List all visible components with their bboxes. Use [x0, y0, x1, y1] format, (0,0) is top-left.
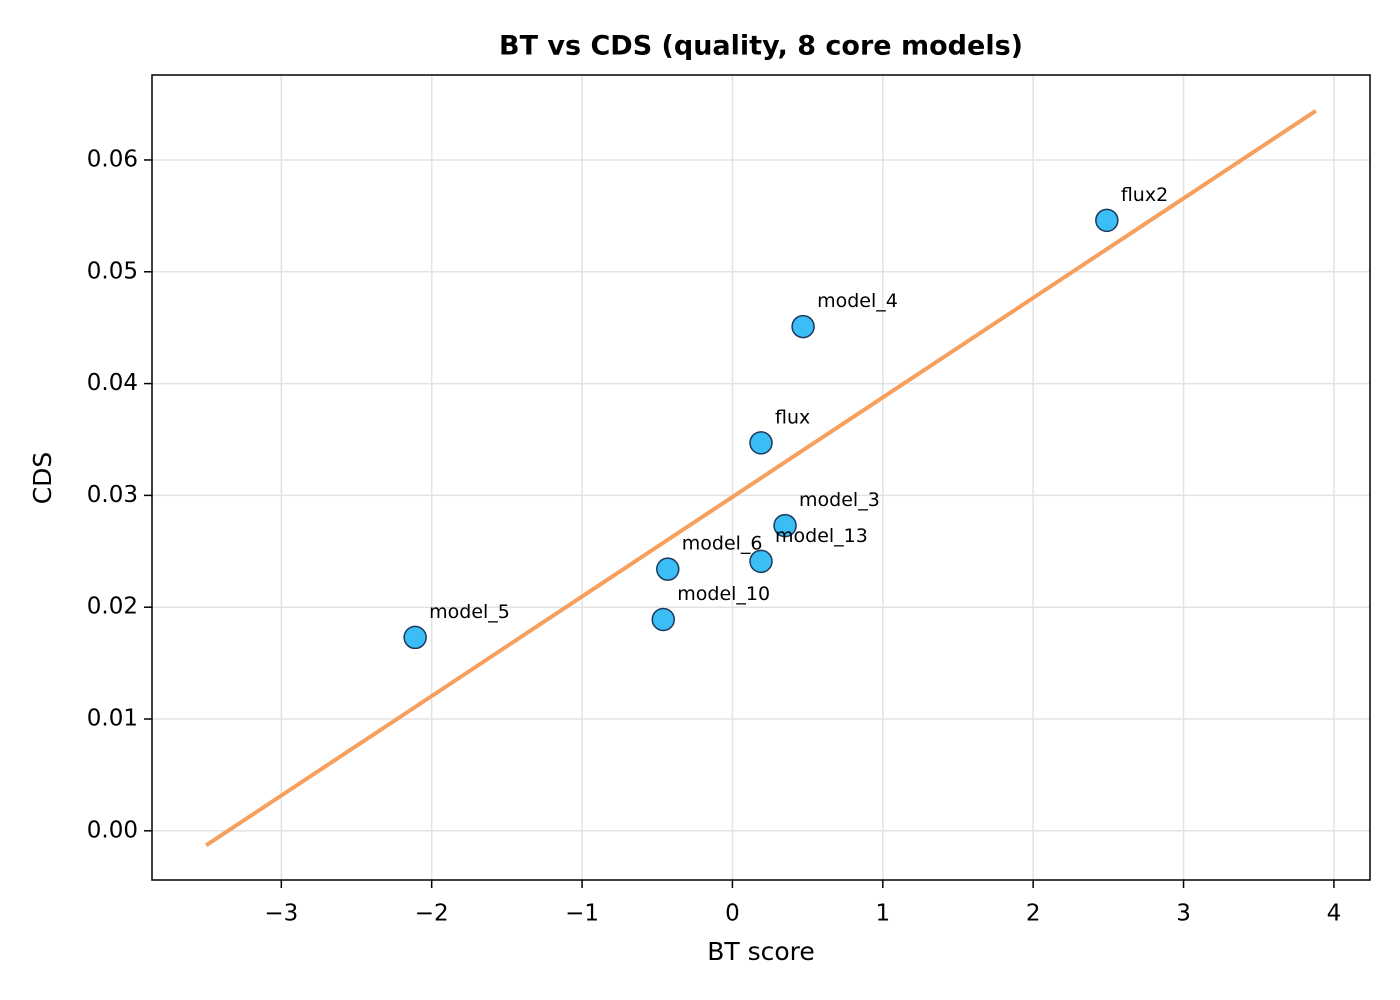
point [403, 625, 427, 650]
x-tick-label: −3 [264, 901, 298, 927]
point-label: model_6 [682, 533, 763, 555]
y-tick-label: 0.02 [87, 594, 138, 620]
x-tick-label: −2 [415, 901, 449, 927]
point [749, 549, 773, 574]
point-label: model_10 [677, 583, 770, 605]
y-tick-label: 0.06 [87, 146, 138, 172]
fit-line [205, 109, 1317, 848]
point [773, 513, 797, 538]
x-axis-label: BT score [707, 937, 815, 966]
point [791, 314, 815, 339]
x-tick-label: 1 [875, 901, 890, 927]
point [749, 431, 773, 455]
point [1095, 208, 1119, 233]
y-axis-label: CDS [28, 452, 57, 505]
y-tick-label: 0.00 [87, 817, 138, 843]
point-label: model_13 [775, 525, 868, 547]
chart-title: BT vs CDS (quality, 8 core models) [499, 31, 1023, 62]
point [656, 557, 680, 581]
point [651, 607, 676, 632]
y-tick-label: 0.03 [87, 482, 138, 508]
point-label: model_5 [429, 601, 510, 623]
x-tick-label: 2 [1026, 901, 1041, 927]
point-label: flux [775, 406, 810, 428]
x-tick-label: 0 [725, 901, 740, 927]
y-tick-label: 0.04 [87, 370, 138, 396]
plot-frame [151, 74, 1371, 881]
y-tick-label: 0.05 [87, 258, 138, 284]
x-tick-label: −1 [565, 901, 599, 927]
point-label: model_4 [817, 290, 898, 312]
x-tick-label: 3 [1176, 901, 1191, 927]
point-label: model_3 [799, 489, 880, 511]
x-tick-label: 4 [1327, 901, 1342, 927]
point-label: flux2 [1121, 184, 1168, 206]
y-tick-label: 0.01 [87, 706, 138, 732]
